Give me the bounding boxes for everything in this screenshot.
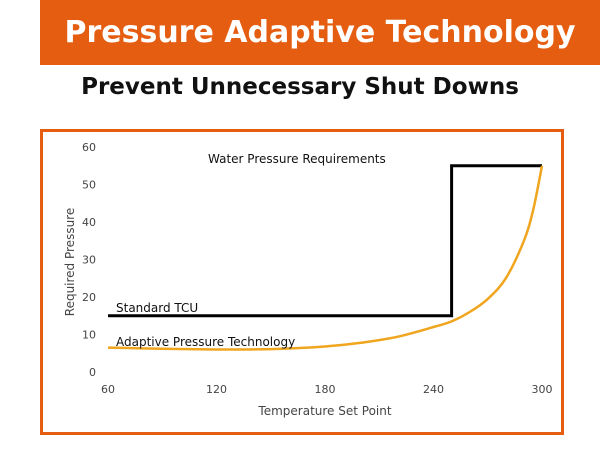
standard-tcu-line xyxy=(108,164,542,318)
x-tick-label: 300 xyxy=(532,383,553,396)
series-layer xyxy=(107,164,544,351)
y-axis-label: Required Pressure xyxy=(63,208,77,316)
page-title: Pressure Adaptive Technology xyxy=(64,15,576,50)
y-tick-label: 50 xyxy=(82,179,96,192)
y-tick-label: 20 xyxy=(82,291,96,304)
standard-tcu-label: Standard TCU xyxy=(116,301,198,315)
title-banner: Pressure Adaptive Technology xyxy=(40,0,600,65)
chart-title: Water Pressure Requirements xyxy=(208,152,386,166)
y-tick-label: 10 xyxy=(82,329,96,342)
x-tick-label: 120 xyxy=(206,383,227,396)
x-tick-label: 60 xyxy=(101,383,115,396)
adaptive-pressure-line xyxy=(107,165,544,351)
page-subtitle: Prevent Unnecessary Shut Downs xyxy=(81,74,519,100)
x-tick-label: 180 xyxy=(315,383,336,396)
chart-frame xyxy=(40,129,564,435)
y-tick-label: 60 xyxy=(82,141,96,154)
x-axis-ticks: 60 120 180 240 300 xyxy=(101,383,553,396)
y-tick-label: 0 xyxy=(89,366,96,379)
adaptive-pressure-label: Adaptive Pressure Technology xyxy=(116,335,295,349)
x-tick-label: 240 xyxy=(423,383,444,396)
y-axis-ticks: 0 10 20 30 40 50 60 xyxy=(82,141,96,379)
x-axis-label: Temperature Set Point xyxy=(257,404,391,418)
y-tick-label: 30 xyxy=(82,254,96,267)
y-tick-label: 40 xyxy=(82,216,96,229)
